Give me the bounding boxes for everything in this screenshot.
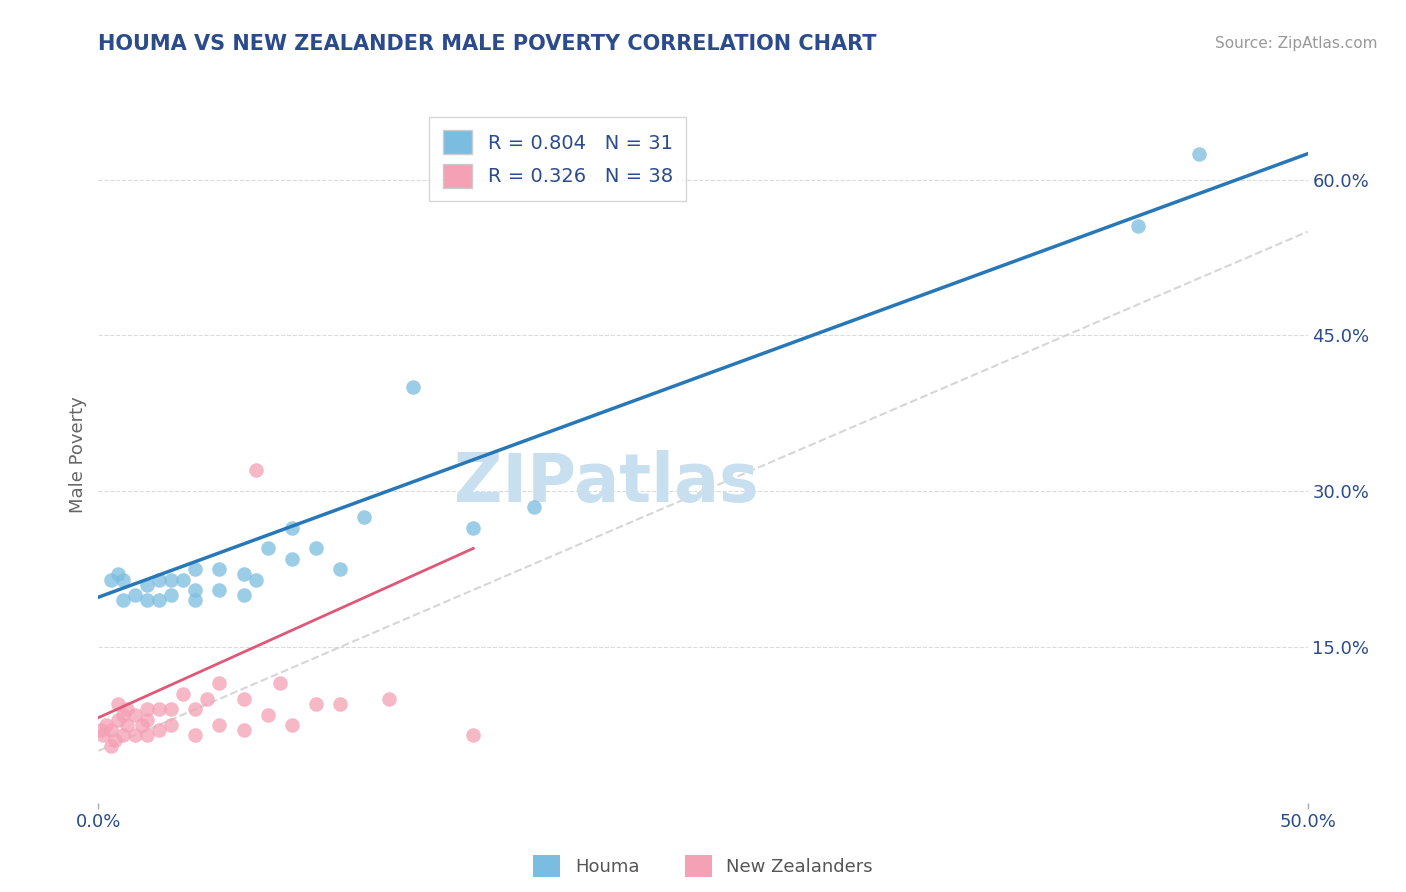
Point — [100, 573, 122, 587]
Point — [94, 718, 117, 732]
Point — [377, 692, 399, 706]
Point — [1188, 146, 1211, 161]
Point — [245, 573, 267, 587]
Point — [148, 593, 170, 607]
Point — [172, 687, 194, 701]
Point — [124, 707, 146, 722]
Point — [148, 723, 170, 738]
Point — [160, 573, 183, 587]
Point — [107, 697, 129, 711]
Point — [208, 562, 231, 576]
Y-axis label: Male Poverty: Male Poverty — [69, 397, 87, 513]
Point — [184, 702, 207, 716]
Point — [256, 541, 278, 556]
Point — [160, 718, 183, 732]
Point — [208, 718, 231, 732]
Point — [135, 713, 157, 727]
Point — [160, 702, 183, 716]
Point — [111, 728, 134, 742]
Point — [160, 588, 183, 602]
Point — [281, 551, 304, 566]
Point — [232, 588, 254, 602]
Point — [131, 718, 153, 732]
Point — [402, 380, 425, 394]
Point — [463, 728, 485, 742]
Point — [104, 733, 127, 747]
Point — [184, 728, 207, 742]
Point — [111, 707, 134, 722]
Point — [232, 567, 254, 582]
Point — [135, 593, 157, 607]
Point — [184, 593, 207, 607]
Point — [208, 582, 231, 597]
Point — [281, 520, 304, 534]
Point — [245, 463, 267, 477]
Point — [329, 697, 352, 711]
Legend: Houma, New Zealanders: Houma, New Zealanders — [526, 847, 880, 884]
Point — [195, 692, 218, 706]
Text: ZIPatlas: ZIPatlas — [454, 450, 759, 516]
Point — [232, 692, 254, 706]
Point — [184, 562, 207, 576]
Point — [135, 578, 157, 592]
Point — [90, 723, 112, 738]
Point — [100, 723, 122, 738]
Point — [107, 713, 129, 727]
Point — [117, 718, 139, 732]
Point — [256, 707, 278, 722]
Point — [148, 702, 170, 716]
Point — [135, 728, 157, 742]
Point — [305, 541, 328, 556]
Point — [523, 500, 546, 514]
Point — [208, 676, 231, 690]
Point — [107, 567, 129, 582]
Point — [172, 573, 194, 587]
Point — [91, 728, 114, 742]
Text: Source: ZipAtlas.com: Source: ZipAtlas.com — [1215, 36, 1378, 51]
Point — [269, 676, 291, 690]
Point — [329, 562, 352, 576]
Point — [111, 593, 134, 607]
Point — [232, 723, 254, 738]
Point — [111, 573, 134, 587]
Point — [117, 702, 139, 716]
Point — [184, 582, 207, 597]
Point — [124, 588, 146, 602]
Text: HOUMA VS NEW ZEALANDER MALE POVERTY CORRELATION CHART: HOUMA VS NEW ZEALANDER MALE POVERTY CORR… — [98, 34, 877, 54]
Point — [353, 510, 375, 524]
Point — [148, 573, 170, 587]
Point — [305, 697, 328, 711]
Point — [100, 739, 122, 753]
Point — [281, 718, 304, 732]
Point — [463, 520, 485, 534]
Point — [1128, 219, 1150, 234]
Point — [124, 728, 146, 742]
Point — [135, 702, 157, 716]
